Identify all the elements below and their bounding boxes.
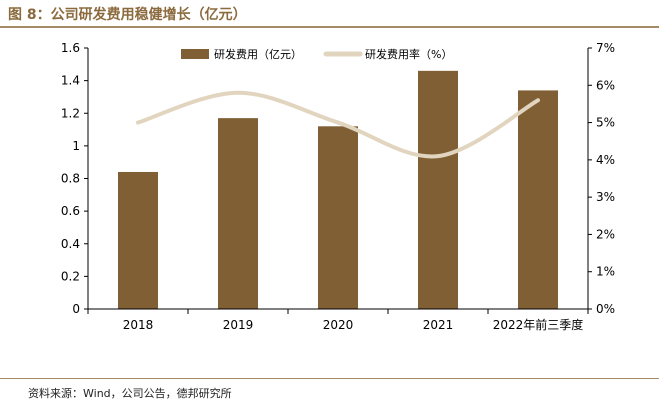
x-tick-label: 2018 [123, 318, 154, 332]
y-tick-label-right: 1% [596, 265, 615, 279]
y-tick-label-left: 1.4 [61, 74, 80, 88]
source-rule [0, 378, 659, 379]
title-rule [0, 26, 659, 28]
legend-label-line: 研发费用率（%） [365, 47, 452, 61]
legend-label-bar: 研发费用（亿元） [214, 47, 302, 61]
bar-2022年前三季度 [518, 90, 558, 309]
y-tick-label-left: 0.4 [61, 237, 80, 251]
y-tick-label-left: 1 [72, 139, 80, 153]
y-tick-label-right: 0% [596, 302, 615, 316]
y-tick-label-left: 0.8 [61, 172, 80, 186]
y-tick-label-left: 0.2 [61, 269, 80, 283]
y-tick-label-left: 1.2 [61, 106, 80, 120]
series-line-rd-rate [136, 90, 540, 159]
bar-group [118, 70, 558, 310]
y-tick-label-right: 3% [596, 190, 615, 204]
axes-group: 0 0.2 0.4 0.6 0.8 1 1.2 1.4 1.6 0% 1% 2% 3% 4% 5% 6% 7% 2… [61, 41, 615, 332]
source-note: 资料来源：Wind，公司公告，德邦研究所 [28, 387, 232, 400]
y-tick-label-right: 6% [596, 78, 615, 92]
x-tick-label: 2020 [323, 318, 354, 332]
figure-title: 图 8：公司研发费用稳健增长（亿元） [8, 7, 247, 23]
legend: 研发费用（亿元） 研发费用率（%） [181, 47, 452, 61]
y-tick-label-right: 4% [596, 153, 615, 167]
bar-2020 [318, 126, 358, 309]
x-tick-label: 2019 [223, 318, 254, 332]
y-tick-label-left: 0 [72, 302, 80, 316]
y-tick-label-left: 0.6 [61, 204, 80, 218]
y-tick-label-right: 2% [596, 227, 615, 241]
y-tick-label-right: 7% [596, 41, 615, 55]
line-group [136, 90, 540, 159]
bar-2021 [418, 70, 458, 310]
bar-2018 [118, 171, 158, 309]
y-tick-label-right: 5% [596, 116, 615, 130]
x-tick-label: 2021 [423, 318, 454, 332]
legend-swatch-bar [181, 49, 209, 59]
bar-2019 [218, 118, 258, 309]
y-tick-label-left: 1.6 [61, 41, 80, 55]
x-tick-label: 2022年前三季度 [493, 317, 584, 332]
